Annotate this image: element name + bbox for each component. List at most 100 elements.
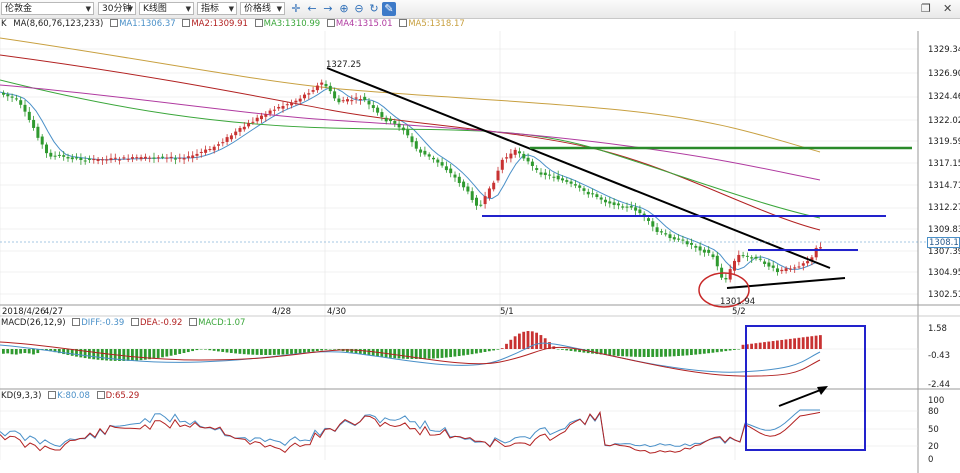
candle-body [655, 227, 659, 232]
candle-body [333, 91, 337, 99]
macd-bar [548, 342, 551, 349]
candle-body [152, 157, 156, 159]
candle-body [83, 160, 87, 162]
param-box-icon[interactable] [326, 19, 335, 27]
macd-bar [763, 342, 766, 349]
candle-body [290, 102, 294, 106]
ma4-value: MA4:1315.01 [335, 19, 393, 29]
candle-body [285, 104, 289, 106]
k-label: K:80.08 [48, 391, 90, 401]
macd-bar [569, 349, 573, 351]
up-arrow-head [817, 386, 828, 395]
macd-bar [750, 343, 753, 349]
restore-window-icon[interactable]: ❐ [921, 2, 931, 15]
macd-bar [573, 349, 577, 352]
macd-bar [625, 349, 629, 357]
period-select[interactable]: 30分钟 ▼ [98, 2, 136, 15]
macd-bar [363, 349, 366, 355]
candle-body [819, 247, 822, 249]
macd-bar [195, 349, 199, 351]
param-box-icon[interactable] [254, 19, 263, 27]
zoom-out-icon[interactable]: ⊖ [354, 2, 364, 15]
param-box-icon[interactable] [48, 391, 57, 399]
candle-body [397, 123, 401, 128]
ma-legend: K MA(8,60,76,123,233) MA1:1306.37 MA2:13… [0, 19, 469, 30]
candle-body [229, 135, 233, 140]
macd-bar [105, 349, 108, 361]
candle-body [526, 157, 530, 162]
macd-bar [582, 349, 586, 353]
macd-bar [122, 349, 126, 361]
price-tick: 1322.02 [928, 116, 960, 126]
param-box-icon[interactable] [399, 19, 408, 27]
candle-body [625, 206, 629, 208]
candle-body [453, 174, 457, 178]
param-box-icon[interactable] [72, 318, 81, 326]
candle-body [126, 158, 130, 160]
param-box-icon[interactable] [182, 19, 191, 27]
macd-bar [436, 349, 440, 359]
macd-bar [242, 349, 246, 355]
candle-body [53, 155, 57, 157]
chart-grid [0, 31, 960, 473]
macd-bar [148, 349, 151, 360]
candle-body [371, 105, 375, 109]
diff-value: DIFF:-0.39 [81, 318, 125, 328]
candle-body [264, 114, 268, 117]
candle-body [346, 99, 349, 102]
candle-body [604, 199, 607, 203]
param-box-icon[interactable] [96, 391, 105, 399]
symbol-select-value: 伦敦金 [5, 4, 33, 14]
candle-body [423, 150, 427, 155]
macd-bar [664, 349, 667, 357]
macd-bar [307, 349, 311, 353]
candle-body [113, 157, 117, 159]
macd-bar [131, 349, 134, 361]
candle-body [659, 231, 663, 233]
price-line-select[interactable]: 价格线 ▼ [240, 2, 285, 15]
chart-type-select[interactable]: K线图 ▼ [139, 2, 194, 15]
draw-tool-icon[interactable]: ✎ [382, 2, 396, 16]
candle-body [268, 110, 272, 114]
candle-body [6, 94, 10, 97]
macd-bar [475, 349, 478, 354]
candle-body [195, 153, 199, 156]
candle-body [199, 151, 203, 153]
price-tick: 1329.34 [928, 45, 960, 55]
candle-body [715, 255, 719, 267]
macd-bar [174, 349, 177, 355]
candle-body [754, 256, 758, 259]
param-box-icon[interactable] [110, 19, 119, 27]
candle-body [621, 206, 625, 208]
date-tick: 5/2 [732, 307, 746, 317]
close-icon[interactable]: ✕ [943, 2, 953, 15]
param-box-icon[interactable] [131, 318, 139, 326]
arrow-left-icon[interactable]: ← [307, 2, 317, 15]
macd-bar [788, 338, 792, 349]
macd-bar [561, 349, 564, 350]
refresh-icon[interactable]: ↻ [369, 2, 379, 15]
candle-body [105, 159, 109, 161]
chevron-down-icon: ▼ [85, 5, 91, 13]
indicator-select[interactable]: 指标 ▼ [197, 2, 237, 15]
candle-body [500, 159, 504, 170]
macd-bar [315, 349, 319, 352]
macd-bar [556, 349, 560, 350]
symbol-select[interactable]: 伦敦金 ▼ [1, 2, 94, 15]
crosshair-icon[interactable]: ✛ [291, 2, 301, 15]
macd-bar [350, 349, 354, 353]
candle-body [427, 154, 431, 157]
chevron-down-icon: ▼ [276, 5, 282, 13]
macd-bar [720, 349, 723, 352]
candle-body [492, 182, 496, 190]
candle-body [27, 111, 31, 120]
macd-bar [621, 349, 624, 357]
macd-bar [530, 331, 534, 349]
candle-body [260, 115, 263, 120]
arrow-right-icon[interactable]: → [323, 2, 333, 15]
macd-bar [191, 349, 194, 352]
param-box-icon[interactable] [189, 318, 198, 326]
candle-body [401, 127, 405, 131]
zoom-in-icon[interactable]: ⊕ [339, 2, 349, 15]
